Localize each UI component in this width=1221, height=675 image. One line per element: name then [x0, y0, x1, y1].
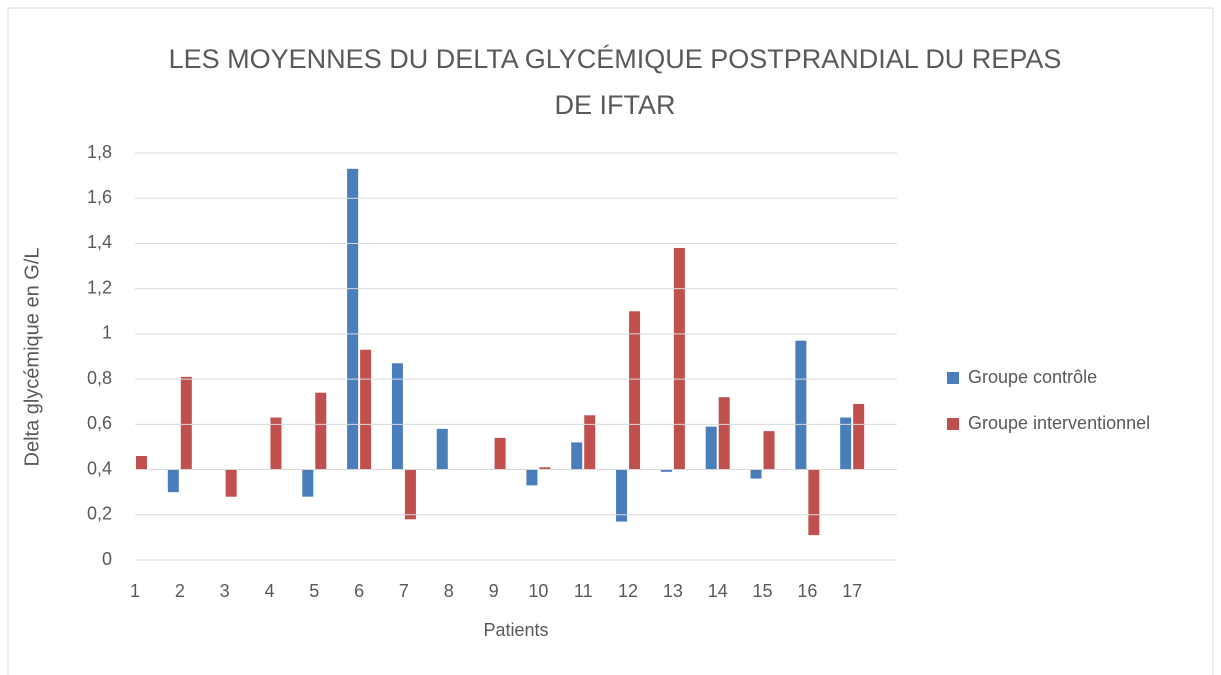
- bar: [853, 403, 865, 470]
- bar: [673, 247, 685, 470]
- x-tick-label: 9: [489, 581, 499, 601]
- x-tick-label: 12: [618, 581, 638, 601]
- y-tick-label: 1,6: [87, 187, 112, 207]
- bar: [840, 417, 852, 470]
- chart-title: LES MOYENNES DU DELTA GLYCÉMIQUE POSTPRA…: [168, 44, 1062, 120]
- legend-swatch: [947, 372, 959, 384]
- x-tick-label: 11: [574, 581, 593, 601]
- x-tick-label: 3: [220, 581, 230, 601]
- y-tick-label: 0,4: [87, 458, 112, 478]
- bar: [526, 469, 538, 486]
- y-tick-label: 0,2: [87, 504, 112, 524]
- bar: [808, 469, 820, 536]
- bar: [180, 376, 192, 470]
- x-axis-title: Patients: [483, 620, 548, 640]
- x-tick-label: 17: [842, 581, 862, 601]
- x-tick-label: 10: [528, 581, 548, 601]
- y-tick-label: 0: [102, 549, 112, 569]
- bar: [167, 469, 179, 493]
- legend-label: Groupe contrôle: [968, 367, 1097, 387]
- y-tick-label: 1,2: [87, 277, 112, 297]
- bar: [539, 467, 551, 470]
- x-tick-label: 15: [753, 581, 773, 601]
- bar: [404, 469, 416, 520]
- bar: [436, 428, 448, 470]
- bars: [136, 168, 909, 536]
- y-tick-label: 0,8: [87, 368, 112, 388]
- y-tick-label: 1: [102, 323, 112, 343]
- bar: [225, 469, 237, 497]
- bar: [795, 340, 807, 470]
- bar: [302, 469, 314, 497]
- legend-swatch: [947, 418, 959, 430]
- x-tick-label: 13: [663, 581, 683, 601]
- bar: [750, 469, 762, 479]
- y-axis-title: Delta glycémique en G/L: [21, 247, 43, 466]
- x-tick-label: 14: [708, 581, 728, 601]
- bar: [136, 455, 147, 470]
- bar: [718, 397, 730, 470]
- bar: [391, 363, 403, 470]
- x-tick-label: 4: [264, 581, 274, 601]
- chart-border: [7, 7, 1214, 675]
- bar: [898, 418, 909, 470]
- bar: [763, 431, 775, 470]
- x-tick-label: 8: [444, 581, 454, 601]
- bar: [270, 417, 282, 470]
- bar: [660, 469, 672, 472]
- bar: [705, 426, 717, 470]
- bar: [494, 437, 506, 470]
- bar: [571, 442, 583, 470]
- bar: [315, 392, 327, 470]
- bar: [347, 168, 359, 470]
- x-tick-label: 2: [175, 581, 185, 601]
- y-tick-label: 1,8: [87, 142, 112, 162]
- bar: [629, 311, 641, 470]
- x-tick-label: 1: [130, 581, 140, 601]
- bar: [584, 415, 596, 470]
- x-tick-label: 16: [797, 581, 817, 601]
- x-tick-label: 5: [309, 581, 319, 601]
- x-tick-label: 7: [399, 581, 409, 601]
- y-tick-label: 1,4: [87, 232, 112, 252]
- bar: [360, 349, 372, 470]
- x-tick-label: 6: [354, 581, 364, 601]
- legend-label: Groupe interventionnel: [968, 413, 1150, 433]
- y-tick-label: 0,6: [87, 413, 112, 433]
- bar: [616, 469, 628, 522]
